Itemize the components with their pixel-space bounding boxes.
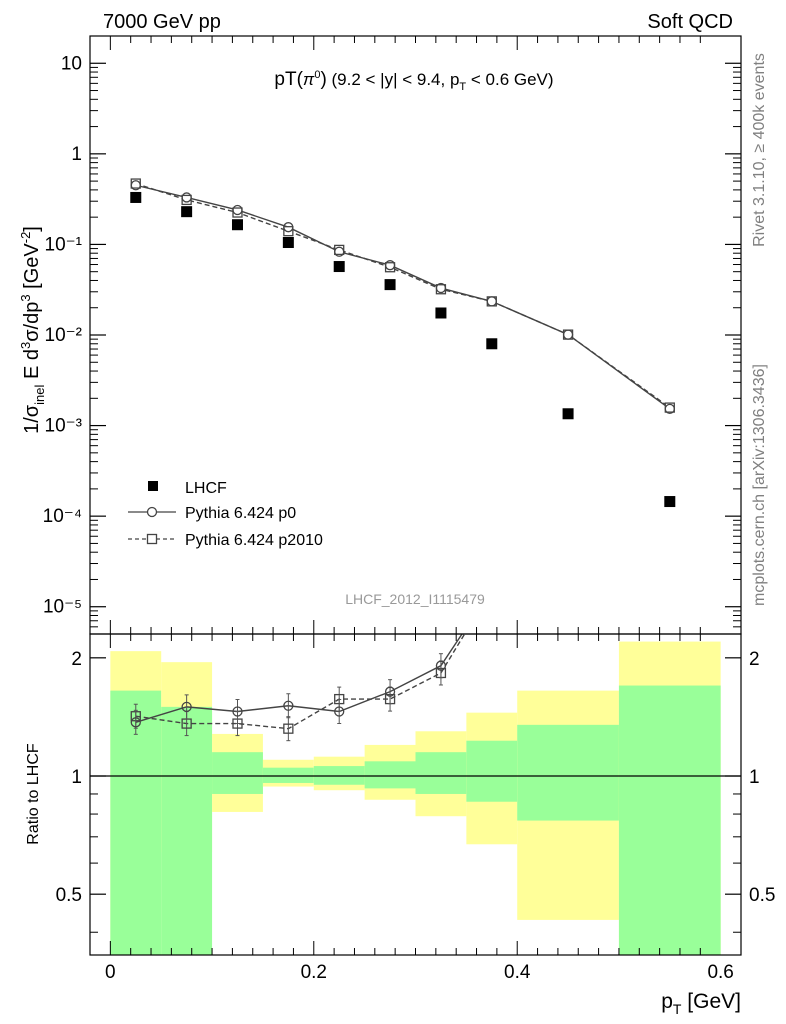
main-panel: 10 1 10⁻¹ 10⁻² 10⁻³ 10⁻⁴ 10⁻⁵ pT(π0) (9.2 < |y… bbox=[18, 35, 742, 635]
ratio-point-pythia-p2010 bbox=[283, 723, 294, 734]
point-pythia-p0 bbox=[232, 204, 243, 216]
ratio-band-green bbox=[161, 706, 213, 955]
analysis-label: LHCF_2012_I1115479 bbox=[345, 591, 485, 607]
legend-marker-lhcf bbox=[148, 481, 158, 491]
ratio-ytick-label-right: 0.5 bbox=[749, 885, 775, 906]
point-lhcf bbox=[333, 261, 345, 273]
ratio-point-pythia-p0 bbox=[435, 660, 447, 671]
x-axis-title: pT [GeV] bbox=[661, 990, 741, 1017]
main-x-ticks bbox=[89, 36, 701, 634]
ratio-ytick-label: 1 bbox=[71, 767, 82, 788]
ratio-band-green bbox=[262, 767, 314, 783]
legend-item-pythia-p2010: Pythia 6.424 p2010 bbox=[128, 532, 323, 549]
legend-label-lhcf: LHCF bbox=[185, 480, 227, 497]
ratio-y-axis: 0.5 0.5 1 1 2 2 bbox=[56, 649, 775, 933]
ratio-point-pythia-p0 bbox=[283, 700, 294, 711]
point-pythia-p0 bbox=[435, 282, 447, 294]
point-pythia-p0 bbox=[130, 180, 141, 191]
series-line-pythia-p0 bbox=[135, 184, 671, 410]
series-line-pythia-p2010 bbox=[135, 182, 671, 409]
ratio-xtick-label: 0.2 bbox=[301, 962, 327, 983]
main-y-axis: 10 1 10⁻¹ 10⁻² 10⁻³ 10⁻⁴ 10⁻⁵ bbox=[43, 35, 741, 628]
ratio-ytick-label: 2 bbox=[71, 649, 82, 670]
point-lhcf bbox=[486, 338, 498, 350]
ratio-band-green bbox=[517, 724, 619, 821]
point-lhcf bbox=[435, 307, 447, 319]
ratio-point-pythia-p0 bbox=[384, 686, 396, 697]
point-pythia-p0 bbox=[384, 260, 396, 271]
legend-label-pythia-p2010: Pythia 6.424 p2010 bbox=[185, 532, 323, 549]
main-ytick-label: 10⁻³ bbox=[45, 416, 83, 437]
point-pythia-p0 bbox=[486, 296, 497, 307]
point-lhcf bbox=[231, 219, 243, 231]
ratio-band-green bbox=[466, 740, 518, 802]
main-ytick-label: 10 bbox=[61, 53, 82, 74]
point-pythia-p2010 bbox=[384, 262, 396, 273]
main-marks bbox=[130, 178, 676, 508]
main-ytick-label: 10⁻¹ bbox=[45, 234, 83, 255]
point-pythia-p0 bbox=[283, 222, 294, 233]
ratio-line-pythia-p0 bbox=[135, 634, 463, 724]
plot-title: pT(π0) (9.2 < |y| < 9.4, pT < 0.6 GeV) bbox=[274, 69, 553, 93]
ratio-band-green bbox=[212, 752, 263, 794]
rivet-version-label: Rivet 3.1.10, ≥ 400k events bbox=[751, 53, 768, 247]
energy-label: 7000 GeV pp bbox=[103, 11, 221, 33]
legend-label-pythia-p0: Pythia 6.424 p0 bbox=[185, 505, 296, 522]
point-lhcf bbox=[130, 191, 142, 203]
ratio-band-green bbox=[618, 685, 721, 955]
point-pythia-p0 bbox=[181, 192, 192, 203]
point-lhcf bbox=[282, 237, 294, 249]
point-pythia-p0 bbox=[334, 246, 345, 257]
ratio-x-axis: 0 0.2 0.4 0.6 bbox=[89, 634, 734, 983]
point-pythia-p0 bbox=[562, 329, 574, 340]
ratio-line-pythia-p2010 bbox=[135, 634, 466, 730]
ratio-point-pythia-p0 bbox=[232, 706, 243, 717]
point-lhcf bbox=[664, 496, 676, 508]
mcplots-reference-label: mcplots.cern.ch [arXiv:1306.3436] bbox=[751, 364, 768, 606]
legend-marker-pythia-p2010 bbox=[146, 533, 158, 545]
ratio-point-pythia-p0 bbox=[181, 701, 192, 713]
category-label: Soft QCD bbox=[647, 11, 733, 33]
ratio-ytick-label: 0.5 bbox=[56, 885, 82, 906]
ratio-marks bbox=[130, 634, 466, 742]
main-ytick-label: 1 bbox=[71, 144, 82, 165]
legend-item-pythia-p0: Pythia 6.424 p0 bbox=[128, 505, 296, 522]
legend-marker-pythia-p0 bbox=[146, 506, 158, 518]
ratio-point-pythia-p0 bbox=[334, 706, 345, 717]
point-pythia-p0 bbox=[664, 403, 675, 414]
ratio-ytick-label-right: 1 bbox=[749, 767, 760, 788]
ratio-point-pythia-p0 bbox=[130, 717, 141, 728]
point-pythia-p2010 bbox=[232, 207, 243, 218]
legend: LHCF Pythia 6.424 p0 Pythia 6.424 p2010 bbox=[128, 480, 323, 549]
ratio-panel: 0.5 0.5 1 1 2 2 0 0.2 0.4 0.6 Ratio to LHCF pT [… bbox=[25, 633, 775, 1017]
ratio-band-green bbox=[415, 752, 467, 794]
ratio-band-green bbox=[364, 761, 416, 789]
main-ytick-label: 10⁻⁵ bbox=[43, 597, 82, 618]
ratio-y-axis-title: Ratio to LHCF bbox=[25, 743, 42, 845]
point-lhcf bbox=[562, 408, 574, 420]
ratio-ytick-label-right: 2 bbox=[749, 649, 760, 670]
point-lhcf bbox=[181, 206, 193, 218]
ratio-xtick-label: 0 bbox=[105, 962, 116, 983]
ratio-xtick-label: 0.6 bbox=[707, 962, 733, 983]
legend-item-lhcf: LHCF bbox=[148, 480, 227, 497]
main-ytick-label: 10⁻⁴ bbox=[43, 506, 82, 527]
ratio-xtick-label: 0.4 bbox=[504, 962, 531, 983]
ratio-uncertainty-bands bbox=[110, 641, 721, 955]
point-lhcf bbox=[384, 279, 396, 291]
main-y-axis-title: 1/σinel E d3σ/dp3 [GeV-2] bbox=[18, 226, 47, 434]
main-ytick-label: 10⁻² bbox=[45, 325, 83, 346]
